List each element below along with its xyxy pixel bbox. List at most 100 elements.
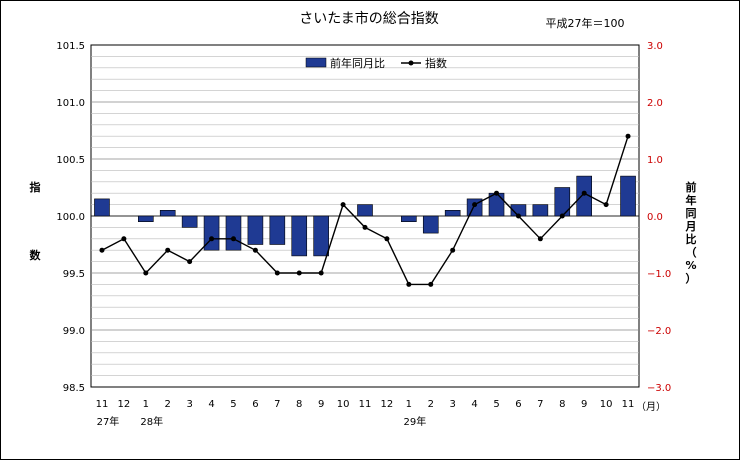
x-tick-label: 11 — [96, 399, 109, 410]
x-tick-label: 7 — [274, 399, 280, 410]
legend-bar-swatch — [305, 57, 327, 68]
legend-line-marker — [408, 60, 414, 66]
x-tick-label: 4 — [471, 399, 477, 410]
x-tick-label: 8 — [559, 399, 565, 410]
x-axis-unit: （月） — [636, 401, 666, 413]
index-point — [340, 202, 346, 208]
bar — [247, 215, 264, 245]
x-tick-label: 1 — [143, 399, 149, 410]
bar — [576, 175, 593, 217]
x-tick-label: 10 — [600, 399, 613, 410]
index-point — [318, 270, 324, 276]
x-tick-label: 11 — [622, 399, 635, 410]
left-axis-label-1: 指 — [30, 180, 41, 194]
index-point — [581, 190, 587, 196]
x-axis-ticks: 11 12 1 2 3 4 5 6 7 8 9 10 11 12 1 2 3 4 5 6 7 8 9 10 11 — [96, 399, 635, 410]
index-point — [450, 247, 456, 253]
index-point — [362, 224, 368, 230]
left-axis-ticks: 98.5 99.0 99.5 100.0 100.5 101.0 101.5 — [56, 41, 85, 394]
index-point — [603, 202, 609, 208]
index-point — [143, 270, 149, 276]
bar — [94, 198, 110, 217]
right-tick-label: 3.0 — [647, 41, 663, 52]
right-axis-label-char: 比 — [686, 232, 697, 246]
x-tick-label: 9 — [318, 399, 324, 410]
right-tick-label: −3.0 — [647, 383, 671, 394]
year-label: 28年 — [140, 415, 163, 428]
bar — [225, 215, 242, 251]
right-axis-label-char: 月 — [685, 220, 697, 233]
right-axis-label-char: （ — [686, 246, 697, 259]
left-tick-label: 101.0 — [56, 98, 85, 109]
index-point — [165, 247, 171, 253]
x-tick-label: 5 — [230, 399, 236, 410]
left-axis-label-2: 数 — [30, 248, 42, 262]
x-tick-label: 7 — [537, 399, 543, 410]
index-point — [187, 259, 193, 265]
index-point — [296, 270, 302, 276]
x-tick-label: 9 — [581, 399, 587, 410]
index-point — [384, 236, 390, 242]
x-tick-label: 12 — [118, 399, 131, 410]
line-series — [99, 133, 631, 287]
left-tick-label: 101.5 — [56, 41, 85, 52]
right-axis-label-char: 前 — [686, 180, 697, 194]
year-label: 29年 — [403, 415, 426, 428]
x-tick-label: 5 — [493, 399, 499, 410]
right-axis-ticks: −3.0 −2.0 −1.0 0.0 1.0 2.0 3.0 — [647, 41, 671, 394]
index-point — [121, 236, 127, 242]
bar — [291, 215, 308, 257]
bar-series — [94, 175, 636, 257]
x-tick-label: 6 — [252, 399, 258, 410]
index-point — [252, 247, 258, 253]
base-year-note: 平成27年＝100 — [546, 16, 625, 30]
right-axis-label-char: ） — [686, 272, 697, 285]
index-point — [559, 213, 565, 219]
bar — [554, 187, 571, 217]
year-labels: 27年 28年 29年 — [97, 415, 427, 428]
bar — [532, 204, 549, 217]
bar — [159, 210, 176, 217]
right-axis-label: 前年同月比（%） — [685, 180, 697, 285]
right-tick-label: −1.0 — [647, 269, 671, 280]
bar — [401, 215, 417, 222]
x-tick-label: 3 — [186, 399, 192, 410]
index-point — [494, 190, 500, 196]
right-tick-label: 1.0 — [647, 155, 663, 166]
right-tick-label: 2.0 — [647, 98, 663, 109]
index-point — [625, 133, 631, 139]
left-tick-label: 99.0 — [63, 326, 85, 337]
bar — [620, 175, 636, 217]
bar — [269, 215, 286, 245]
index-point — [515, 213, 521, 219]
index-point — [472, 202, 478, 208]
x-tick-label: 2 — [428, 399, 434, 410]
index-point — [428, 281, 434, 287]
bar — [138, 215, 154, 222]
index-point — [274, 270, 280, 276]
left-tick-label: 98.5 — [63, 383, 85, 394]
x-tick-label: 8 — [296, 399, 302, 410]
bar — [181, 215, 198, 228]
legend: 前年同月比 指数 — [305, 56, 447, 70]
bar — [203, 215, 220, 251]
x-tick-label: 3 — [449, 399, 455, 410]
x-tick-label: 4 — [208, 399, 214, 410]
right-axis-label-char: 同 — [686, 207, 697, 220]
left-tick-label: 100.0 — [56, 212, 85, 223]
x-tick-label: 1 — [406, 399, 412, 410]
legend-bar-label: 前年同月比 — [330, 56, 385, 70]
bar — [357, 204, 373, 217]
x-tick-label: 11 — [359, 399, 372, 410]
right-tick-label: −2.0 — [647, 326, 671, 337]
legend-line-label: 指数 — [425, 56, 447, 70]
year-label: 27年 — [97, 415, 120, 428]
index-point — [537, 236, 543, 242]
x-tick-label: 2 — [165, 399, 171, 410]
left-tick-label: 100.5 — [56, 155, 85, 166]
right-tick-label: 0.0 — [647, 212, 663, 223]
x-tick-label: 10 — [337, 399, 350, 410]
bar — [422, 215, 439, 234]
